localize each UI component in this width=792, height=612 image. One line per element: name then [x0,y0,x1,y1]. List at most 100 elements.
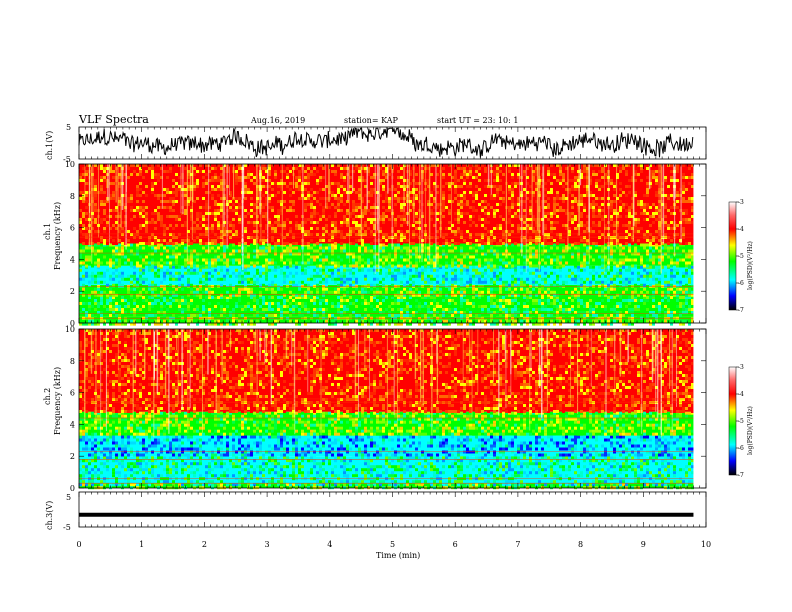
spectrogram-cell [499,274,502,278]
spectrogram-cell [457,200,460,203]
spectrogram-cell [265,314,268,317]
spectrogram-cell [460,314,463,317]
spectrogram-cell [94,191,97,194]
spectrogram-cell [145,194,148,197]
spectrogram-cell [79,264,82,268]
spectrogram-cell [169,299,172,302]
spectrogram-cell [175,265,178,269]
spectrogram-cell [163,170,166,173]
spectrogram-cell [79,280,82,284]
spectrogram-cell [244,188,247,191]
spectrogram-cell [490,299,493,302]
spectrogram-cell [385,290,388,294]
spectrogram-cell [160,296,163,299]
spectrogram-cell [496,179,499,182]
spectrogram-cell [613,185,616,188]
spectrogram-cell [310,258,313,262]
spectrogram-cell [541,252,544,256]
spectrogram-cell [664,296,667,299]
spectrogram-cell [220,308,223,311]
spectrogram-cell [448,197,451,200]
spectrogram-cell [442,206,445,209]
spectrogram-cell [262,249,265,253]
spectrogram-cell [427,290,430,294]
spectrogram-cell [691,258,694,262]
spectrogram-cell [460,296,463,299]
spectrogram-cell [322,290,325,294]
spectrogram-cell [511,258,514,262]
spectrogram-cell [409,274,412,278]
spectrogram-cell [679,311,682,314]
spectrogram-cell [619,200,622,203]
spectrogram-cell [466,200,469,203]
spectrogram-cell [85,200,88,203]
start-ut-label: start UT = 23: 10: 1 [437,116,518,125]
spectrogram-cell [220,185,223,188]
spectrogram-cell [91,290,94,294]
spectrogram-cell [208,246,211,250]
spectrogram-cell [319,203,322,206]
spectrogram-cell [544,305,547,308]
spectrogram-cell [646,203,649,206]
spectrogram-cell [202,206,205,209]
spectrogram-cell [313,277,316,281]
spectrogram-cell [634,258,637,262]
spectrogram-cell [169,283,172,287]
spectrogram-cell [529,252,532,256]
spectrogram-cell [640,200,643,203]
spectrogram-cell [298,280,301,284]
spectrogram-cell [184,182,187,185]
spectrogram-cell [139,268,142,272]
spectrogram-cell [286,299,289,302]
spectrogram-cell [325,283,328,287]
spectrogram-cell [592,322,595,326]
spectrogram-cell [586,170,589,173]
spectrogram-cell [421,293,424,297]
spectrogram-cell [625,299,628,302]
spectrogram-cell [418,319,421,323]
spectrogram-cell [670,179,673,182]
spectrogram-cell [94,206,97,209]
spectrogram-cell [340,296,343,299]
spectrogram-cell [508,280,511,284]
spectrogram-cell [646,299,649,302]
spectrogram-cell [562,302,565,305]
spectrogram-cell [676,191,679,194]
spectrogram-cell [94,179,97,182]
spectrogram-cell [691,271,694,275]
spectrogram-cell [682,274,685,278]
spectrogram-cell [265,261,268,265]
spectrogram-cell [499,290,502,294]
spectrogram-cell [295,182,298,185]
spectrogram-cell [370,322,373,326]
spectrogram-cell [403,314,406,317]
spectrogram-cell [652,293,655,297]
spectrogram-cell [175,197,178,200]
spectrogram-cell [154,311,157,314]
spectrogram-cell [142,206,145,209]
spectrogram-cell [205,182,208,185]
spectrogram-cell [226,258,229,262]
spectrogram-cell [220,305,223,308]
spectrogram-cell [511,290,514,294]
spectrogram-cell [568,308,571,311]
spectrogram-cell [268,203,271,206]
spectrogram-cell [433,176,436,179]
spectrogram-cell [322,185,325,188]
spectrogram-cell [355,261,358,265]
spectrogram-cell [652,296,655,299]
spectrogram-cell [217,176,220,179]
spectrogram-cell [199,182,202,185]
spectrogram-cell [523,255,526,259]
spectrogram-cell [247,188,250,191]
spectrogram-cell [424,277,427,281]
spectrogram-cell [268,176,271,179]
spectrogram-cell [400,311,403,314]
spectrogram-cell [337,277,340,281]
spectrogram-cell [109,197,112,200]
spectrogram-cell [214,200,217,203]
spectrogram-cell [397,170,400,173]
spectrogram-cell [262,197,265,200]
spectrogram-cell [196,182,199,185]
spectrogram-cell [466,265,469,269]
